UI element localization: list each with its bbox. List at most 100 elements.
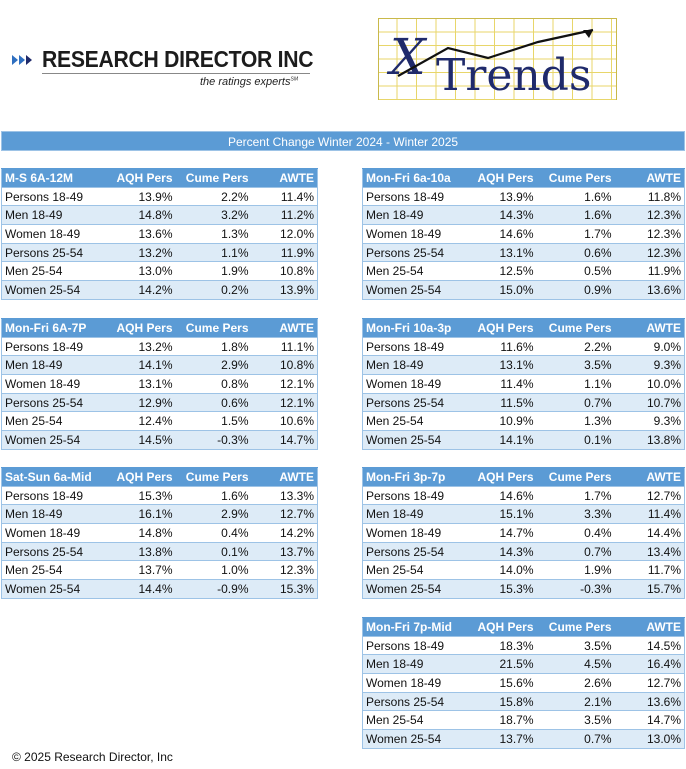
cume-cell: 1.6%	[175, 485, 252, 505]
table-row: Persons 18-49 13.2% 1.8% 11.1%	[1, 336, 318, 356]
table-row: Men 18-49 14.1% 2.9% 10.8%	[1, 355, 318, 375]
awte-cell: 13.3%	[251, 485, 318, 505]
aqh-cell: 12.5%	[466, 261, 537, 281]
table-row: Men 25-54 13.0% 1.9% 10.8%	[1, 261, 318, 281]
table-row: Men 18-49 21.5% 4.5% 16.4%	[362, 654, 685, 674]
awte-cell: 14.7%	[251, 430, 318, 450]
cume-cell: 0.9%	[536, 280, 615, 300]
aqh-cell: 12.4%	[105, 411, 176, 431]
svg-text:Trends: Trends	[436, 50, 592, 100]
aqh-cell: 14.6%	[466, 485, 537, 505]
awte-cell: 11.4%	[614, 504, 685, 524]
cume-cell: 0.7%	[536, 541, 615, 561]
column-header: AQH Pers	[466, 467, 537, 487]
table-header-row: Mon-Fri 6a-10a AQH Pers Cume Pers AWTE	[362, 168, 685, 188]
awte-cell: 11.4%	[251, 186, 318, 206]
daypart-label: Sat-Sun 6a-Mid	[1, 467, 106, 487]
table-row: Women 25-54 15.3% -0.3% 15.7%	[362, 579, 685, 599]
table-row: Women 25-54 14.5% -0.3% 14.7%	[1, 430, 318, 450]
aqh-cell: 15.3%	[105, 485, 176, 505]
demo-cell: Women 25-54	[1, 430, 106, 450]
awte-cell: 11.8%	[614, 186, 685, 206]
aqh-cell: 15.0%	[466, 280, 537, 300]
aqh-cell: 13.2%	[105, 242, 176, 262]
awte-cell: 12.3%	[251, 560, 318, 580]
awte-cell: 12.1%	[251, 374, 318, 394]
table-row: Persons 25-54 13.2% 1.1% 11.9%	[1, 242, 318, 262]
demo-cell: Women 18-49	[1, 523, 106, 543]
cume-cell: 0.7%	[536, 392, 615, 412]
aqh-cell: 13.8%	[105, 541, 176, 561]
cume-cell: 2.2%	[536, 336, 615, 356]
column-header: AQH Pers	[105, 168, 176, 188]
column-header: Cume Pers	[175, 467, 252, 487]
table-row: Women 18-49 14.6% 1.7% 12.3%	[362, 224, 685, 244]
awte-cell: 13.7%	[251, 541, 318, 561]
aqh-cell: 13.2%	[105, 336, 176, 356]
column-header: AQH Pers	[466, 168, 537, 188]
cume-cell: 1.7%	[536, 224, 615, 244]
awte-cell: 13.6%	[614, 691, 685, 711]
table-row: Women 18-49 11.4% 1.1% 10.0%	[362, 374, 685, 394]
daypart-label: M-S 6A-12M	[1, 168, 106, 188]
table-header-row: Mon-Fri 10a-3p AQH Pers Cume Pers AWTE	[362, 318, 685, 338]
aqh-cell: 21.5%	[466, 654, 537, 674]
awte-cell: 12.3%	[614, 224, 685, 244]
table-row: Women 18-49 14.7% 0.4% 14.4%	[362, 523, 685, 543]
table-row: Women 18-49 14.8% 0.4% 14.2%	[1, 523, 318, 543]
cume-cell: 1.8%	[175, 336, 252, 356]
awte-cell: 9.0%	[614, 336, 685, 356]
cume-cell: 1.6%	[536, 186, 615, 206]
daypart-table: Sat-Sun 6a-Mid AQH Pers Cume Pers AWTE Perso…	[1, 467, 318, 599]
table-row: Women 25-54 14.2% 0.2% 13.9%	[1, 280, 318, 300]
double-arrow-icon	[12, 55, 32, 65]
daypart-label: Mon-Fri 6a-10a	[362, 168, 467, 188]
awte-cell: 11.2%	[251, 205, 318, 225]
demo-cell: Men 25-54	[362, 411, 467, 431]
cume-cell: 2.6%	[536, 673, 615, 693]
cume-cell: 1.9%	[536, 560, 615, 580]
awte-cell: 12.7%	[614, 673, 685, 693]
demo-cell: Men 18-49	[362, 654, 467, 674]
column-header: AWTE	[614, 168, 685, 188]
column-header: AQH Pers	[105, 467, 176, 487]
aqh-cell: 12.9%	[105, 392, 176, 412]
awte-cell: 12.1%	[251, 392, 318, 412]
table-row: Women 25-54 14.4% -0.9% 15.3%	[1, 579, 318, 599]
cume-cell: 1.0%	[175, 560, 252, 580]
awte-cell: 9.3%	[614, 411, 685, 431]
cume-cell: 3.2%	[175, 205, 252, 225]
cume-cell: 1.9%	[175, 261, 252, 281]
daypart-table: Mon-Fri 10a-3p AQH Pers Cume Pers AWTE Perso…	[362, 318, 685, 450]
cume-cell: 1.1%	[536, 374, 615, 394]
aqh-cell: 14.8%	[105, 205, 176, 225]
demo-cell: Women 25-54	[1, 579, 106, 599]
column-header: AWTE	[614, 617, 685, 637]
demo-cell: Men 25-54	[362, 710, 467, 730]
table-row: Men 18-49 13.1% 3.5% 9.3%	[362, 355, 685, 375]
table-row: Men 25-54 13.7% 1.0% 12.3%	[1, 560, 318, 580]
cume-cell: 2.9%	[175, 504, 252, 524]
aqh-cell: 15.6%	[466, 673, 537, 693]
aqh-cell: 11.6%	[466, 336, 537, 356]
cume-cell: 2.1%	[536, 691, 615, 711]
cume-cell: 0.8%	[175, 374, 252, 394]
aqh-cell: 14.0%	[466, 560, 537, 580]
column-header: Cume Pers	[175, 318, 252, 338]
demo-cell: Men 18-49	[1, 504, 106, 524]
cume-cell: 1.7%	[536, 485, 615, 505]
cume-cell: -0.9%	[175, 579, 252, 599]
aqh-cell: 14.4%	[105, 579, 176, 599]
aqh-cell: 14.5%	[105, 430, 176, 450]
column-header: AWTE	[251, 467, 318, 487]
cume-cell: -0.3%	[175, 430, 252, 450]
table-row: Persons 25-54 11.5% 0.7% 10.7%	[362, 392, 685, 412]
cume-cell: 3.5%	[536, 635, 615, 655]
xtrends-logo: X Trends	[378, 18, 617, 100]
table-row: Persons 18-49 13.9% 2.2% 11.4%	[1, 186, 318, 206]
table-header-row: M-S 6A-12M AQH Pers Cume Pers AWTE	[1, 168, 318, 188]
column-header: AQH Pers	[105, 318, 176, 338]
aqh-cell: 14.7%	[466, 523, 537, 543]
aqh-cell: 13.9%	[105, 186, 176, 206]
aqh-cell: 13.7%	[466, 729, 537, 749]
